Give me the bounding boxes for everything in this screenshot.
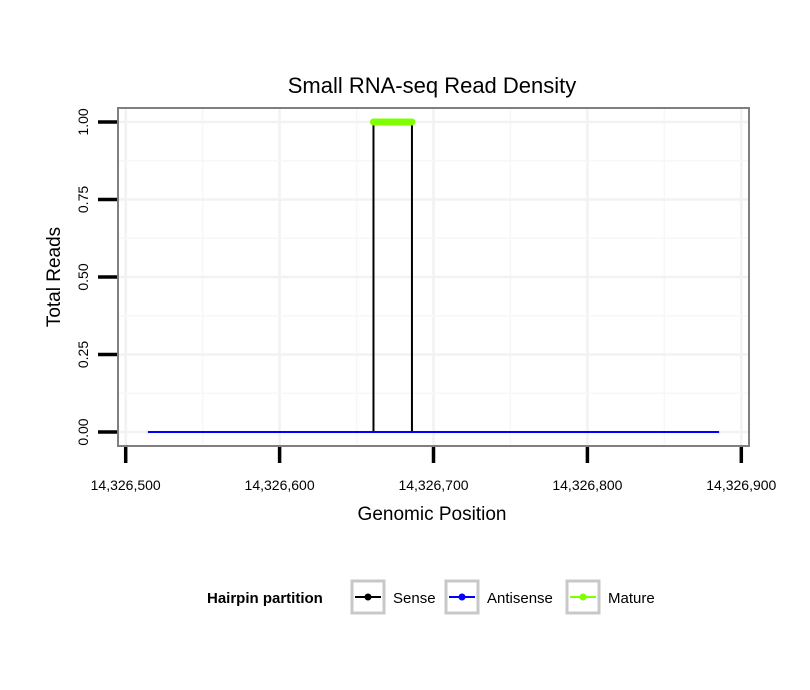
series-lines <box>147 118 720 434</box>
legend-key-point-antisense <box>458 593 466 601</box>
y-tick-label: 0.75 <box>75 186 91 213</box>
x-tick-label: 14,326,600 <box>245 477 315 493</box>
x-tick-label: 14,326,800 <box>552 477 622 493</box>
y-tick-label: 0.50 <box>75 263 91 290</box>
legend-key-point-mature <box>579 593 587 601</box>
grid-lines <box>118 108 749 446</box>
y-tick-label: 0.25 <box>75 341 91 368</box>
y-axis: 0.00 0.25 0.50 0.75 1.00 <box>75 108 118 446</box>
y-tick-label: 1.00 <box>75 108 91 135</box>
y-axis-title: Total Reads <box>44 227 65 327</box>
x-tick-label: 14,326,500 <box>91 477 161 493</box>
legend-label-sense: Sense <box>393 590 436 607</box>
x-tick-label: 14,326,900 <box>706 477 776 493</box>
legend-title: Hairpin partition <box>207 590 323 607</box>
y-tick-label: 0.00 <box>75 418 91 445</box>
x-axis: 14,326,500 14,326,600 14,326,700 14,326,800… <box>91 446 777 493</box>
x-tick-label: 14,326,700 <box>398 477 468 493</box>
legend: Hairpin partition Sense Antisense Mature <box>207 579 655 615</box>
x-axis-title: Genomic Position <box>358 504 507 525</box>
legend-label-antisense: Antisense <box>487 590 553 607</box>
chart-title: Small RNA-seq Read Density <box>288 73 577 98</box>
legend-key-point-sense <box>364 593 372 601</box>
legend-label-mature: Mature <box>608 590 655 607</box>
plot-panel-border <box>117 107 750 447</box>
